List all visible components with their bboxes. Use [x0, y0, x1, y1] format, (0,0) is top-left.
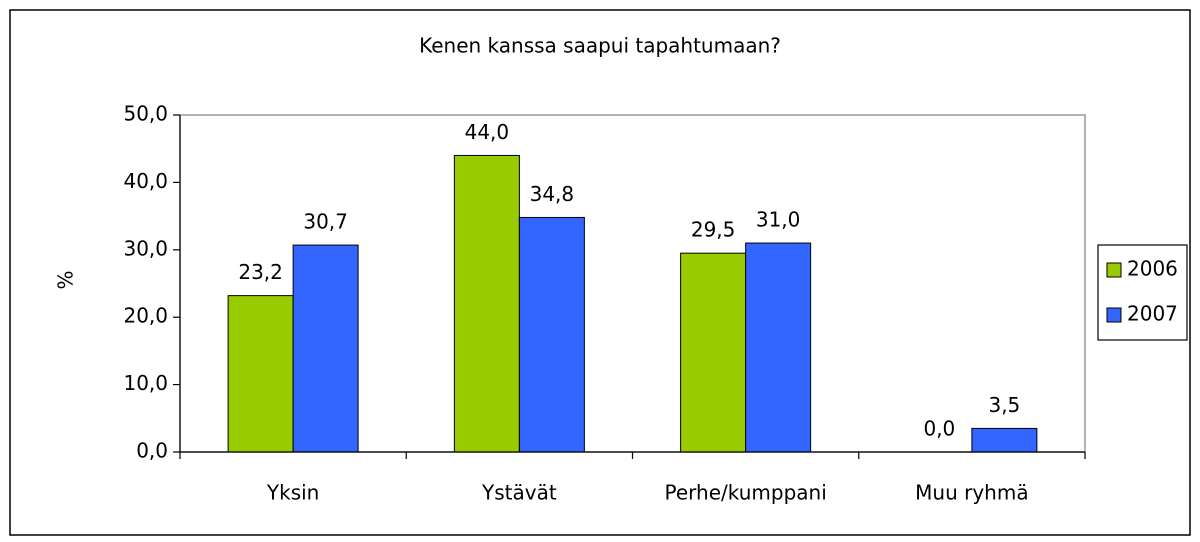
data-label: 23,2 — [238, 260, 283, 284]
data-label: 44,0 — [465, 120, 510, 144]
y-tick-label: 50,0 — [123, 102, 168, 126]
y-tick-label: 10,0 — [123, 371, 168, 395]
y-axis-label: % — [54, 270, 78, 289]
bar — [518, 216, 585, 453]
y-tick-label: 40,0 — [123, 169, 168, 193]
y-tick-label: 0,0 — [136, 439, 168, 463]
x-tick-label: Yksin — [266, 481, 319, 505]
bar — [292, 244, 359, 453]
x-tick-label: Perhe/kumppani — [665, 481, 827, 505]
x-tick-label: Ystävät — [481, 481, 557, 505]
bar — [971, 427, 1038, 453]
bar — [227, 295, 294, 453]
legend-swatch — [1106, 307, 1122, 323]
bar — [745, 242, 812, 453]
bar — [453, 154, 520, 453]
legend — [1097, 244, 1188, 341]
bar — [680, 252, 747, 453]
data-label: 29,5 — [691, 218, 736, 242]
data-label: 34,8 — [530, 182, 575, 206]
data-label: 0,0 — [923, 417, 955, 441]
x-tick-label: Muu ryhmä — [915, 481, 1028, 505]
legend-label: 2007 — [1127, 302, 1178, 326]
y-tick-label: 20,0 — [123, 304, 168, 328]
chart-title: Kenen kanssa saapui tapahtumaan? — [419, 34, 781, 58]
data-label: 31,0 — [756, 208, 801, 232]
data-label: 30,7 — [303, 210, 348, 234]
legend-swatch — [1106, 262, 1122, 278]
y-tick-label: 30,0 — [123, 236, 168, 260]
legend-label: 2006 — [1127, 257, 1178, 281]
data-label: 3,5 — [988, 393, 1020, 417]
